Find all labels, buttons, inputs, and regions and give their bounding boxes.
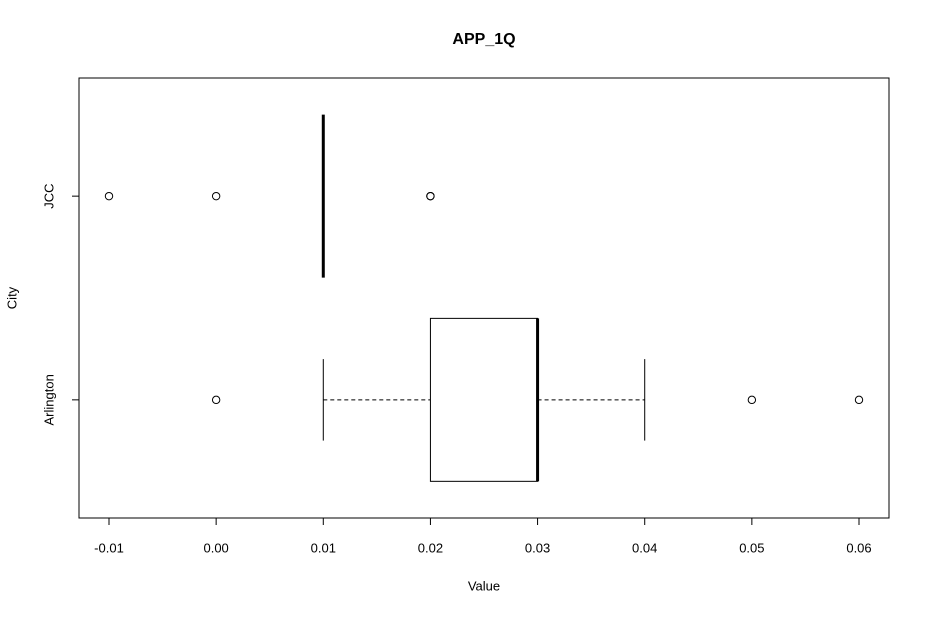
x-tick-label: -0.01 [94,540,124,555]
outlier [747,395,757,405]
y-tick-label: Arlington [41,374,56,425]
x-tick-label: 0.04 [632,540,657,555]
x-tick-label: 0.05 [739,540,764,555]
x-tick-label: 0.03 [525,540,550,555]
x-axis-label: Value [468,578,500,593]
outlier [104,191,114,201]
chart-title: APP_1Q [452,31,515,48]
x-tick-label: 0.06 [846,540,871,555]
outlier [211,191,221,201]
plot-frame [78,77,890,519]
x-tick-label: 0.01 [311,540,336,555]
outlier [211,395,221,405]
box [429,317,539,482]
x-tick-label: 0.00 [203,540,228,555]
outlier [426,191,435,201]
outlier [854,395,864,405]
y-tick-label: JCC [41,184,56,209]
x-tick-label: 0.02 [418,540,443,555]
y-axis-label: City [4,286,19,309]
